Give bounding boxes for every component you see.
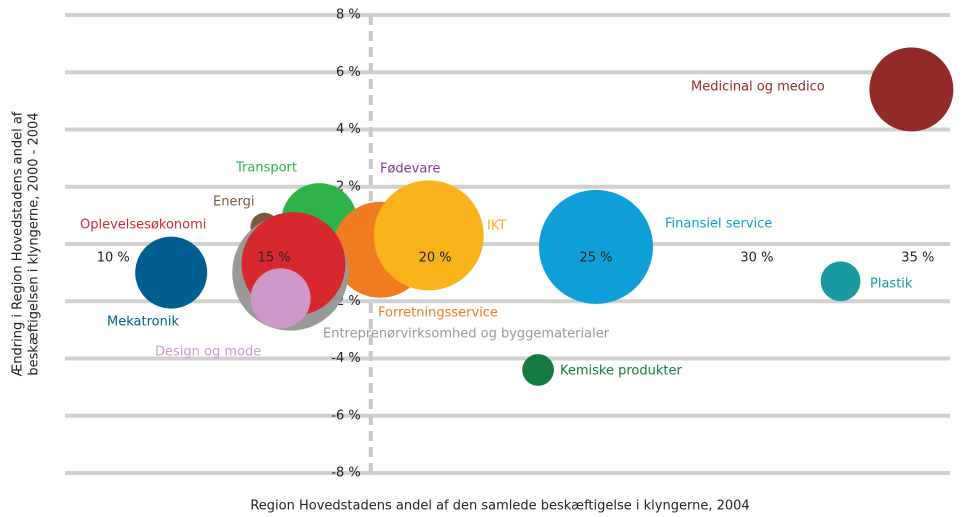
bubble-label: Transport <box>235 161 297 176</box>
x-tick-label: 15 % <box>258 251 291 266</box>
x-tick-label: 10 % <box>97 251 130 266</box>
bubble <box>250 268 311 329</box>
bubble <box>373 180 484 291</box>
bubble <box>869 47 954 132</box>
bubble-label: Finansiel service <box>665 217 772 232</box>
x-tick-label: 25 % <box>579 251 612 266</box>
y-tick-label: 4 % <box>336 122 361 137</box>
bubble <box>135 236 208 309</box>
bubble-label: Medicinal og medico <box>691 80 825 95</box>
bubble-label: Fødevare <box>380 162 440 177</box>
x-tick-label: 20 % <box>419 251 452 266</box>
bubble-label: Oplevelsesøkonomi <box>80 218 206 233</box>
bubble <box>820 261 861 302</box>
bubble-label: Plastik <box>870 277 913 292</box>
x-axis-label: Region Hovedstadens andel af den samlede… <box>250 499 749 514</box>
y-tick-label: 6 % <box>336 65 361 80</box>
y-tick-label: -6 % <box>331 408 360 423</box>
bubble-label: Kemiske produkter <box>560 364 682 379</box>
bubble-label: IKT <box>487 219 506 234</box>
bubble-label: Mekatronik <box>107 315 179 330</box>
y-tick-label: 2 % <box>336 179 361 194</box>
y-axis-label: beskæftigelsen i klyngerne, 2000 - 2004 <box>27 112 42 375</box>
bubble-label: Forretningsservice <box>378 306 498 321</box>
bubble <box>522 354 554 386</box>
bubble-label: Entreprenørvirksomhed og byggematerialer <box>323 327 610 342</box>
bubble <box>539 189 653 304</box>
y-tick-label: 8 % <box>336 8 361 23</box>
y-tick-label: -4 % <box>331 351 360 366</box>
bubble-label: Design og mode <box>155 345 261 360</box>
x-tick-label: 30 % <box>740 251 773 266</box>
bubble-label: Energi <box>213 195 254 210</box>
x-tick-label: 35 % <box>901 251 934 266</box>
y-tick-label: -8 % <box>331 466 360 481</box>
y-axis-label: Ændring i Region Hovedstadens andel af <box>11 111 26 376</box>
